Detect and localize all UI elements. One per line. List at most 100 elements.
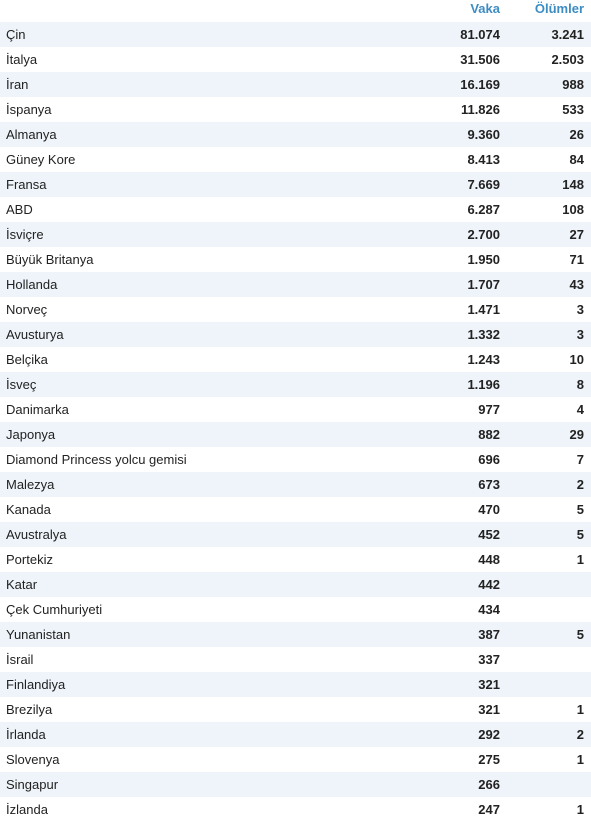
country-name: Belçika (0, 347, 420, 372)
country-name: Finlandiya (0, 672, 420, 697)
table-row: İran 16.169 988 (0, 72, 591, 97)
country-name: Almanya (0, 122, 420, 147)
case-count: 8.413 (420, 147, 500, 172)
death-count (500, 597, 591, 622)
header-row: Vaka Ölümler (0, 0, 591, 22)
death-count: 3 (500, 322, 591, 347)
country-name: İran (0, 72, 420, 97)
case-count: 448 (420, 547, 500, 572)
country-name: Norveç (0, 297, 420, 322)
country-name: ABD (0, 197, 420, 222)
table-row: İspanya 11.826 533 (0, 97, 591, 122)
case-count: 1.196 (420, 372, 500, 397)
country-name: Avustralya (0, 522, 420, 547)
table-row: İsveç 1.196 8 (0, 372, 591, 397)
case-count: 11.826 (420, 97, 500, 122)
case-count: 673 (420, 472, 500, 497)
death-count: 29 (500, 422, 591, 447)
table-row: Çin 81.074 3.241 (0, 22, 591, 47)
death-count: 3.241 (500, 22, 591, 47)
death-count: 8 (500, 372, 591, 397)
death-count: 3 (500, 297, 591, 322)
country-name: İsviçre (0, 222, 420, 247)
table-row: Norveç 1.471 3 (0, 297, 591, 322)
case-count: 387 (420, 622, 500, 647)
country-name: Çin (0, 22, 420, 47)
case-count: 434 (420, 597, 500, 622)
country-name: Büyük Britanya (0, 247, 420, 272)
country-name: İrlanda (0, 722, 420, 747)
death-count (500, 647, 591, 672)
table-row: Avusturya 1.332 3 (0, 322, 591, 347)
case-count: 321 (420, 697, 500, 722)
death-count: 84 (500, 147, 591, 172)
country-name: Çek Cumhuriyeti (0, 597, 420, 622)
table-row: ABD 6.287 108 (0, 197, 591, 222)
death-count: 43 (500, 272, 591, 297)
country-name: Danimarka (0, 397, 420, 422)
case-count: 1.950 (420, 247, 500, 272)
table-row: Güney Kore 8.413 84 (0, 147, 591, 172)
death-count (500, 672, 591, 697)
table-row: Çek Cumhuriyeti 434 (0, 597, 591, 622)
death-count: 5 (500, 622, 591, 647)
case-count: 1.243 (420, 347, 500, 372)
case-count: 275 (420, 747, 500, 772)
case-count: 2.700 (420, 222, 500, 247)
table-row: Slovenya 275 1 (0, 747, 591, 772)
country-name: İtalya (0, 47, 420, 72)
table-body: Çin 81.074 3.241 İtalya 31.506 2.503 İran 16.16… (0, 22, 591, 822)
country-name: Hollanda (0, 272, 420, 297)
case-count: 452 (420, 522, 500, 547)
death-count: 2 (500, 722, 591, 747)
death-count: 1 (500, 747, 591, 772)
country-name: Güney Kore (0, 147, 420, 172)
country-name: Avusturya (0, 322, 420, 347)
table-row: Danimarka 977 4 (0, 397, 591, 422)
table-row: Japonya 882 29 (0, 422, 591, 447)
death-count: 2.503 (500, 47, 591, 72)
death-count: 4 (500, 397, 591, 422)
table-row: Fransa 7.669 148 (0, 172, 591, 197)
country-name: Brezilya (0, 697, 420, 722)
case-count: 977 (420, 397, 500, 422)
death-count: 26 (500, 122, 591, 147)
country-name: İsveç (0, 372, 420, 397)
header-deaths[interactable]: Ölümler (534, 1, 584, 16)
death-count: 71 (500, 247, 591, 272)
country-name: Diamond Princess yolcu gemisi (0, 447, 420, 472)
table-row: Diamond Princess yolcu gemisi 696 7 (0, 447, 591, 472)
header-cases[interactable]: Vaka (470, 1, 500, 16)
table-row: Hollanda 1.707 43 (0, 272, 591, 297)
country-name: Fransa (0, 172, 420, 197)
case-count: 882 (420, 422, 500, 447)
country-name: İspanya (0, 97, 420, 122)
country-name: Yunanistan (0, 622, 420, 647)
country-name: İzlanda (0, 797, 420, 822)
table-row: İtalya 31.506 2.503 (0, 47, 591, 72)
case-count: 7.669 (420, 172, 500, 197)
country-name: Singapur (0, 772, 420, 797)
country-name: İsrail (0, 647, 420, 672)
table-row: İrlanda 292 2 (0, 722, 591, 747)
case-count: 321 (420, 672, 500, 697)
table-row: Kanada 470 5 (0, 497, 591, 522)
death-count: 10 (500, 347, 591, 372)
country-name: Katar (0, 572, 420, 597)
country-name: Portekiz (0, 547, 420, 572)
death-count: 2 (500, 472, 591, 497)
case-count: 470 (420, 497, 500, 522)
table-row: Büyük Britanya 1.950 71 (0, 247, 591, 272)
case-count: 266 (420, 772, 500, 797)
death-count: 148 (500, 172, 591, 197)
header-country (0, 0, 420, 22)
table-row: Brezilya 321 1 (0, 697, 591, 722)
case-count: 247 (420, 797, 500, 822)
death-count: 5 (500, 522, 591, 547)
death-count: 108 (500, 197, 591, 222)
death-count: 1 (500, 697, 591, 722)
table-row: İsviçre 2.700 27 (0, 222, 591, 247)
case-count: 1.707 (420, 272, 500, 297)
case-count: 16.169 (420, 72, 500, 97)
table-row: Malezya 673 2 (0, 472, 591, 497)
